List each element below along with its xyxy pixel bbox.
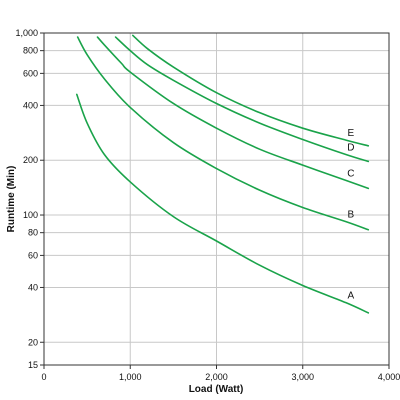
y-tick-label: 100 (23, 210, 38, 220)
series-line-a (75, 93, 370, 314)
y-tick-label: 80 (28, 228, 38, 238)
series-label-a: A (348, 291, 355, 302)
series-line-e (132, 34, 370, 147)
x-tick-label: 2,000 (205, 372, 228, 382)
y-tick-label: 800 (23, 46, 38, 56)
y-tick-label: 20 (28, 337, 38, 347)
x-tick-label: 1,000 (119, 372, 142, 382)
x-tick-label: 0 (41, 372, 46, 382)
y-tick-label: 40 (28, 282, 38, 292)
y-tick-label: 600 (23, 68, 38, 78)
y-tick-label: 200 (23, 155, 38, 165)
series-labels: A B C DE (347, 128, 354, 302)
series-line-c (96, 36, 370, 190)
series-line-d (114, 36, 370, 163)
x-tick-label: 4,000 (378, 372, 400, 382)
series-label-d: D (347, 143, 354, 154)
series-label-e: E (348, 128, 355, 139)
y-tick-label: 60 (28, 250, 38, 260)
series-label-b: B (348, 210, 355, 221)
series-line-b (76, 36, 370, 231)
series-label-c: C (347, 168, 354, 179)
x-tick-label: 3,000 (291, 372, 314, 382)
x-axis-title: Load (Watt) (189, 384, 244, 395)
plot-frame (43, 32, 390, 366)
y-axis-title: Runtime (Min) (6, 166, 17, 233)
grid (40, 32, 390, 369)
y-tick-label: 15 (28, 360, 38, 370)
series-lines (75, 34, 370, 314)
y-tick-label: 1,000 (15, 28, 38, 38)
x-tick-labels: 0 1,000 2,000 3,000 4,000 (41, 372, 400, 382)
y-tick-labels: 15 20 40 60 80 100 200 400 600 800 1,000 (15, 28, 38, 370)
y-tick-label: 400 (23, 100, 38, 110)
